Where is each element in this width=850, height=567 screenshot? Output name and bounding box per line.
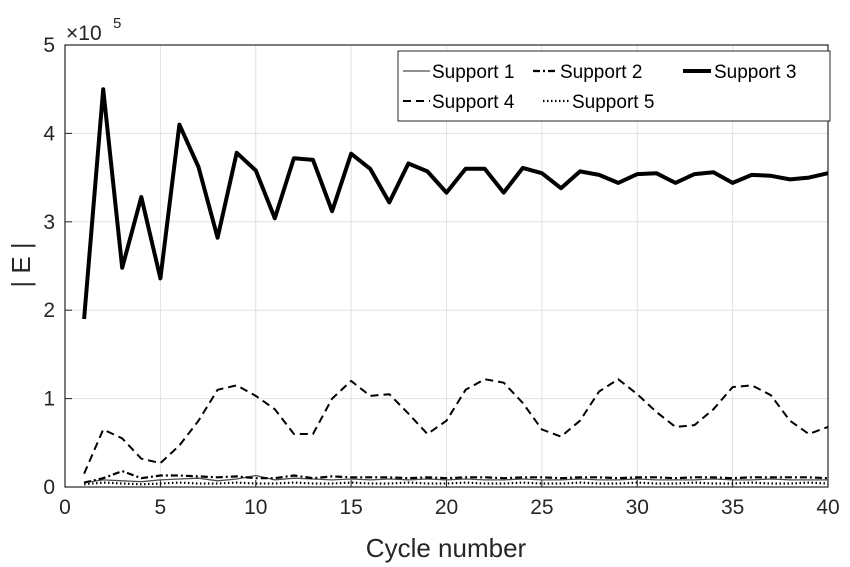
y-axis-label: | E | — [6, 242, 36, 287]
x-tick-label: 20 — [435, 496, 458, 519]
series-line-support-2 — [83, 470, 829, 484]
x-tick-label: 35 — [721, 496, 744, 519]
legend-label-support-1: Support 1 — [432, 62, 514, 83]
legend-label-support-3: Support 3 — [714, 62, 796, 83]
series-line-support-5 — [84, 481, 829, 486]
x-tick-label: 30 — [626, 496, 649, 519]
legend-label-support-4: Support 4 — [432, 92, 515, 113]
y-tick-label: 2 — [43, 299, 55, 322]
legend: Support 1 Support 2 Support 3 Support 4 … — [397, 50, 831, 122]
legend-label-support-5: Support 5 — [572, 92, 654, 113]
series-lines — [82, 87, 829, 486]
x-tick-label: 25 — [530, 496, 553, 519]
legend-entry-support-5: Support 5 — [543, 92, 654, 113]
legend-entry-support-3: Support 3 — [683, 62, 796, 83]
y-exponent-power: 5 — [113, 15, 121, 32]
y-tick-label: 0 — [43, 476, 55, 499]
series-line-support-4 — [83, 378, 829, 475]
series-line-support-1 — [84, 474, 828, 484]
x-tick-label: 5 — [155, 496, 167, 519]
x-tick-label: 15 — [339, 496, 362, 519]
y-tick-label: 3 — [43, 211, 55, 234]
y-exponent-base: ×10 — [66, 22, 102, 45]
legend-entry-support-4: Support 4 — [403, 92, 515, 113]
x-axis-label: Cycle number — [366, 533, 527, 563]
y-exponent-label: ×10 5 — [66, 15, 121, 45]
x-tick-label: 0 — [59, 496, 71, 519]
series-line-support-3 — [82, 87, 829, 320]
y-tick-label: 4 — [43, 122, 55, 145]
axis-ticks: 0 5 10 15 20 25 30 35 40 0 1 2 3 4 5 — [43, 34, 839, 519]
legend-label-support-2: Support 2 — [560, 62, 642, 83]
y-tick-label: 5 — [43, 34, 55, 57]
legend-box — [397, 50, 831, 122]
x-tick-label: 10 — [244, 496, 267, 519]
x-tick-label: 40 — [816, 496, 839, 519]
y-tick-label: 1 — [43, 388, 55, 411]
legend-entry-support-1: Support 1 — [403, 62, 514, 83]
legend-entry-support-2: Support 2 — [533, 62, 642, 83]
